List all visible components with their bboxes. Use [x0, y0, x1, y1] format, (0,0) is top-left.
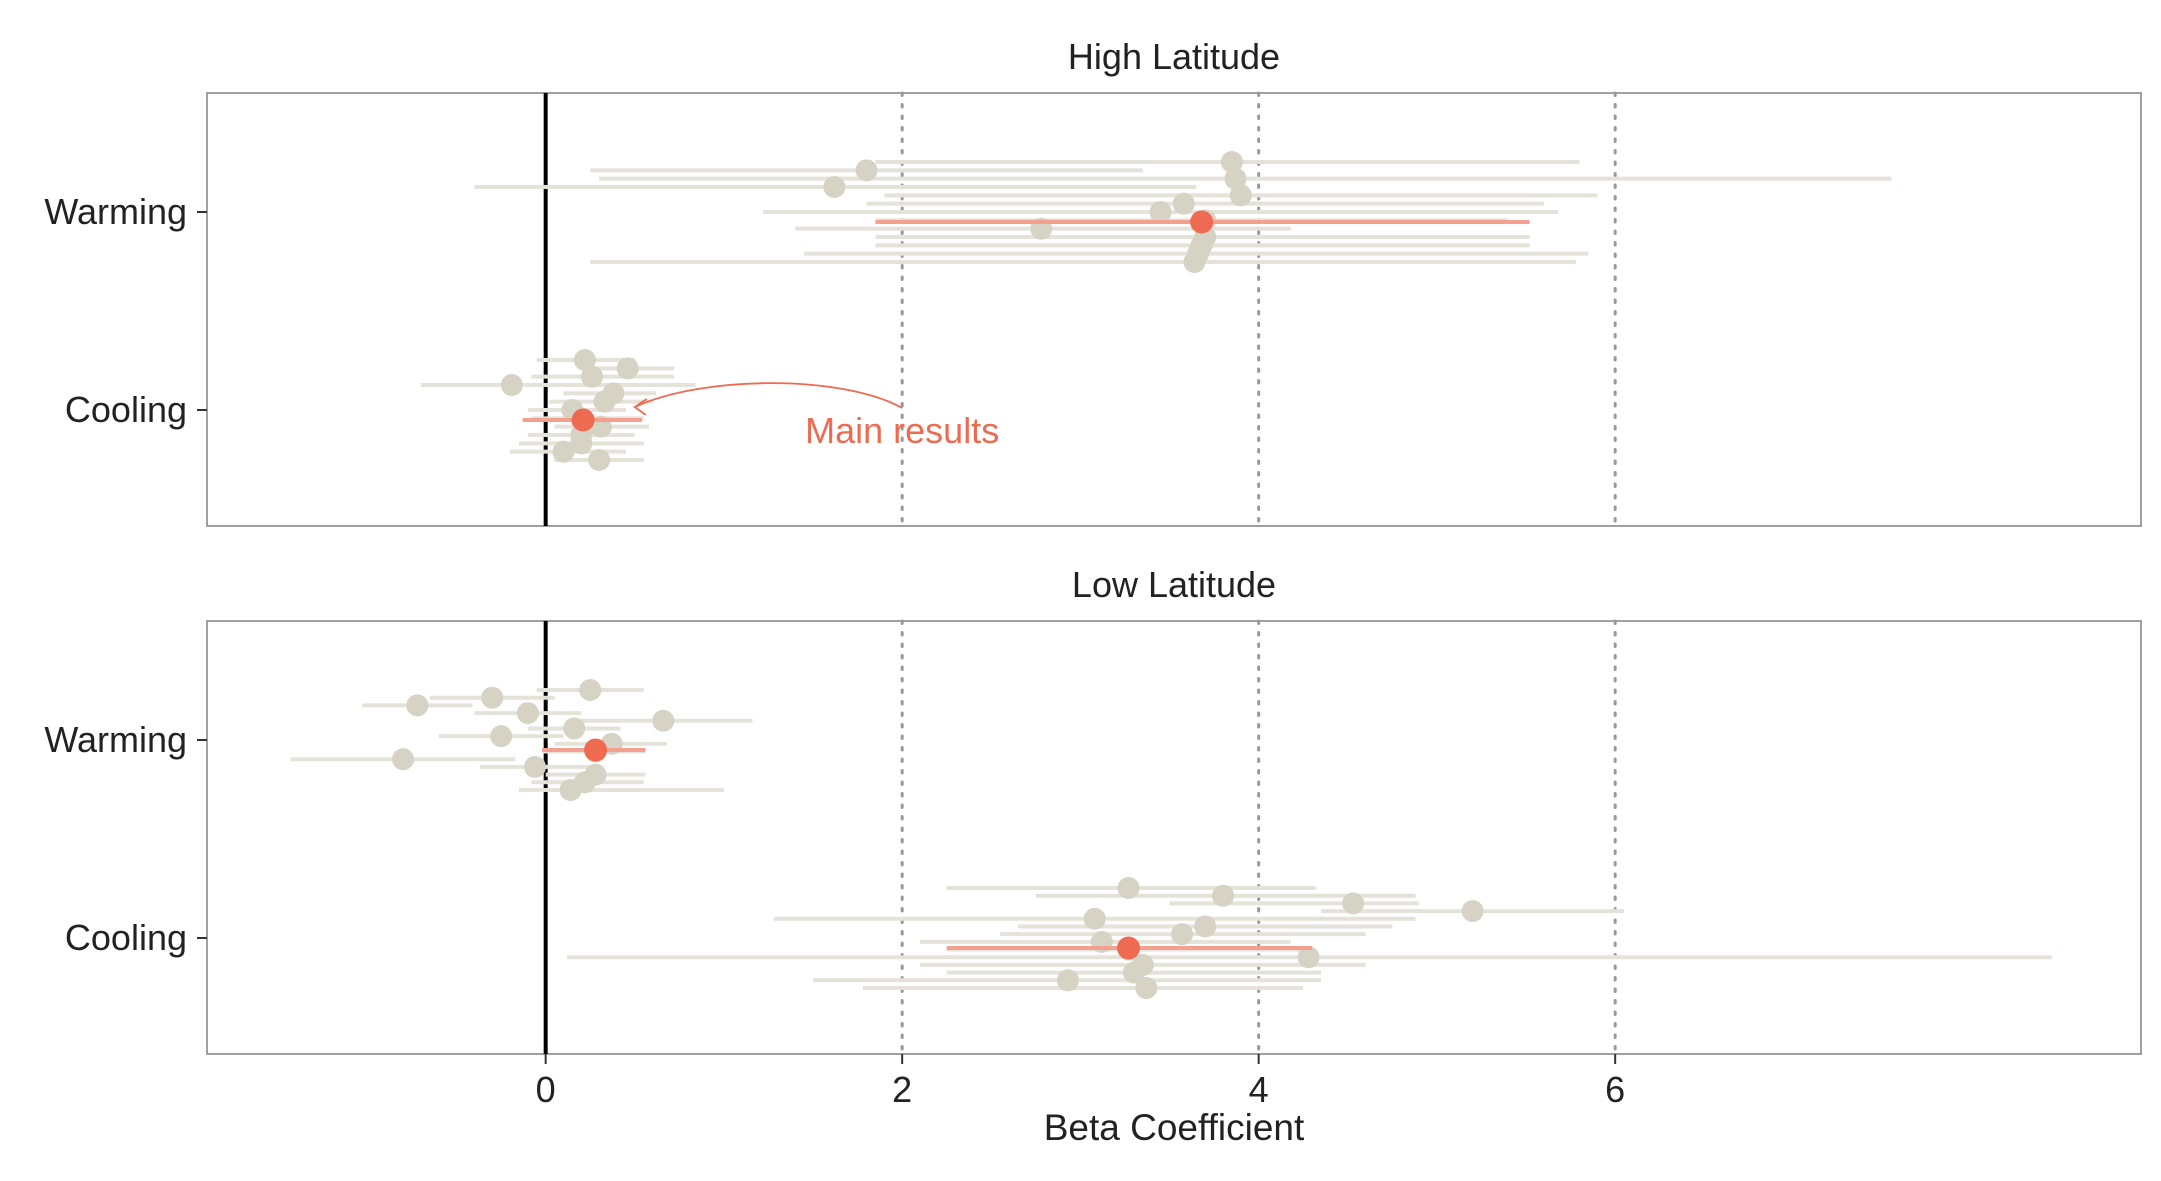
robustness-estimate-point: [652, 709, 675, 732]
x-tick-label: 6: [1605, 1069, 1625, 1110]
annotation-label: Main results: [805, 410, 999, 451]
robustness-estimate-point: [1117, 877, 1140, 899]
robustness-estimate-point: [1135, 977, 1158, 999]
robustness-estimate-point: [579, 679, 602, 701]
x-tick-label: 0: [536, 1069, 556, 1110]
robustness-estimate-point: [593, 390, 616, 413]
panel-title: High Latitude: [1068, 36, 1280, 77]
robustness-estimate-point: [559, 779, 582, 801]
robustness-estimate-point: [552, 440, 575, 463]
robustness-estimate-point: [1056, 969, 1079, 992]
x-tick-label: 4: [1249, 1069, 1269, 1110]
y-tick-label: Cooling: [65, 917, 187, 958]
y-tick-label: Warming: [44, 191, 187, 232]
robustness-estimate-point: [1297, 946, 1320, 969]
main-estimate-point: [571, 408, 595, 432]
robustness-estimate-point: [1461, 900, 1484, 923]
annotation-arrow: [634, 382, 903, 409]
main-estimate-point: [1190, 210, 1214, 234]
robustness-estimate-point: [570, 432, 593, 455]
main-estimate-point: [1117, 936, 1141, 960]
robustness-estimate-point: [823, 176, 846, 198]
robustness-estimate-point: [1229, 184, 1252, 207]
robustness-estimate-point: [1083, 907, 1106, 930]
y-tick-label: Cooling: [65, 389, 187, 430]
robustness-estimate-point: [500, 374, 523, 396]
robustness-estimate-point: [573, 349, 596, 371]
robustness-estimate-point: [1149, 201, 1172, 223]
robustness-estimate-point: [855, 159, 878, 182]
robustness-estimate-point: [616, 357, 639, 380]
robustness-estimate-point: [523, 755, 546, 778]
robustness-estimate-point: [1212, 884, 1235, 907]
x-axis-title: Beta Coefficient: [1044, 1107, 1305, 1148]
y-tick-label: Warming: [44, 719, 187, 760]
panel-frame: [206, 620, 2142, 1055]
panel-frame: [206, 92, 2142, 527]
robustness-estimate-point: [406, 694, 429, 717]
panel-title: Low Latitude: [1072, 564, 1276, 605]
robustness-estimate-point: [563, 717, 586, 740]
robustness-estimate-point: [1172, 192, 1195, 215]
robustness-estimate-point: [516, 702, 539, 725]
annotation-arrow-head: [633, 398, 648, 416]
robustness-estimate-point: [1224, 167, 1247, 190]
robustness-estimate-point: [1194, 915, 1217, 938]
robustness-estimate-point: [490, 725, 513, 748]
robustness-estimate-point: [1220, 151, 1243, 173]
robustness-estimate-point: [1171, 923, 1194, 946]
robustness-estimate-point: [392, 748, 415, 771]
x-tick-label: 2: [892, 1069, 912, 1110]
robustness-estimate-point: [1342, 892, 1365, 915]
main-estimate-point: [584, 738, 608, 762]
robustness-estimate-point: [1183, 251, 1206, 273]
robustness-estimate-point: [481, 686, 504, 709]
robustness-estimate-point: [581, 365, 604, 388]
robustness-estimate-point: [588, 449, 611, 471]
robustness-estimate-point: [1122, 961, 1145, 984]
